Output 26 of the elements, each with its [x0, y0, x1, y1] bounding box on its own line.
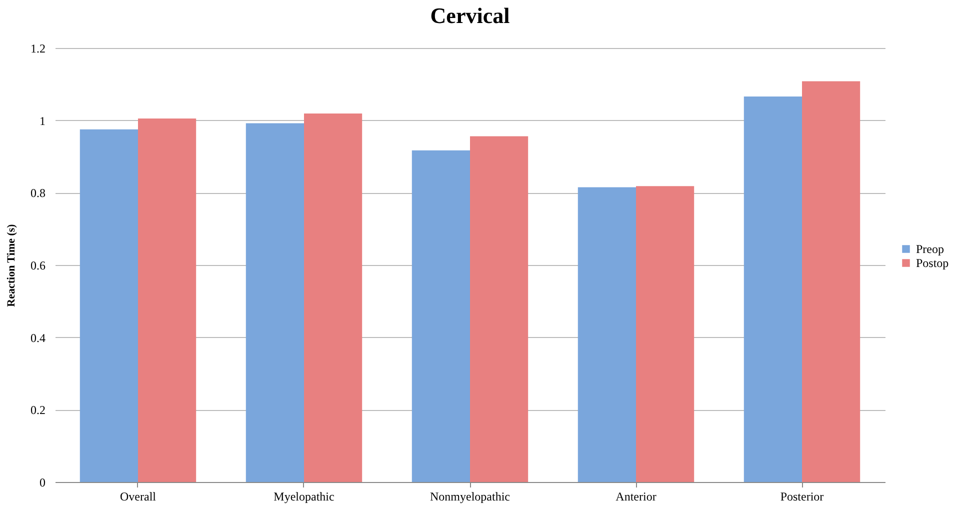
- x-tick-label: Anterior: [616, 490, 656, 504]
- legend-label: Postop: [916, 256, 949, 270]
- bar: [636, 186, 694, 482]
- x-tick-label: Nonmyelopathic: [430, 490, 510, 504]
- y-tick-label: 0: [40, 476, 46, 490]
- y-tick-label: 1.2: [30, 42, 46, 56]
- y-tick-label: 0.8: [30, 186, 46, 200]
- bar: [304, 113, 362, 482]
- x-tick-label: Posterior: [780, 490, 824, 504]
- legend-label: Preop: [916, 242, 944, 256]
- bar: [412, 150, 470, 482]
- bar: [246, 123, 304, 482]
- x-tick-label: Overall: [120, 490, 157, 504]
- y-axis-title: Reaction Time (s): [6, 224, 18, 307]
- x-tick-label: Myelopathic: [274, 490, 334, 504]
- bar: [138, 118, 196, 482]
- bar: [470, 136, 528, 482]
- y-tick-label: 1: [40, 114, 46, 128]
- y-tick-label: 0.2: [30, 403, 46, 418]
- bar: [578, 187, 636, 482]
- chart-title: Cervical: [430, 3, 510, 28]
- y-tick-label: 0.6: [30, 258, 46, 272]
- y-tick-label: 0.4: [30, 330, 46, 345]
- bar: [744, 96, 802, 482]
- bar: [80, 129, 138, 482]
- bar: [802, 81, 860, 482]
